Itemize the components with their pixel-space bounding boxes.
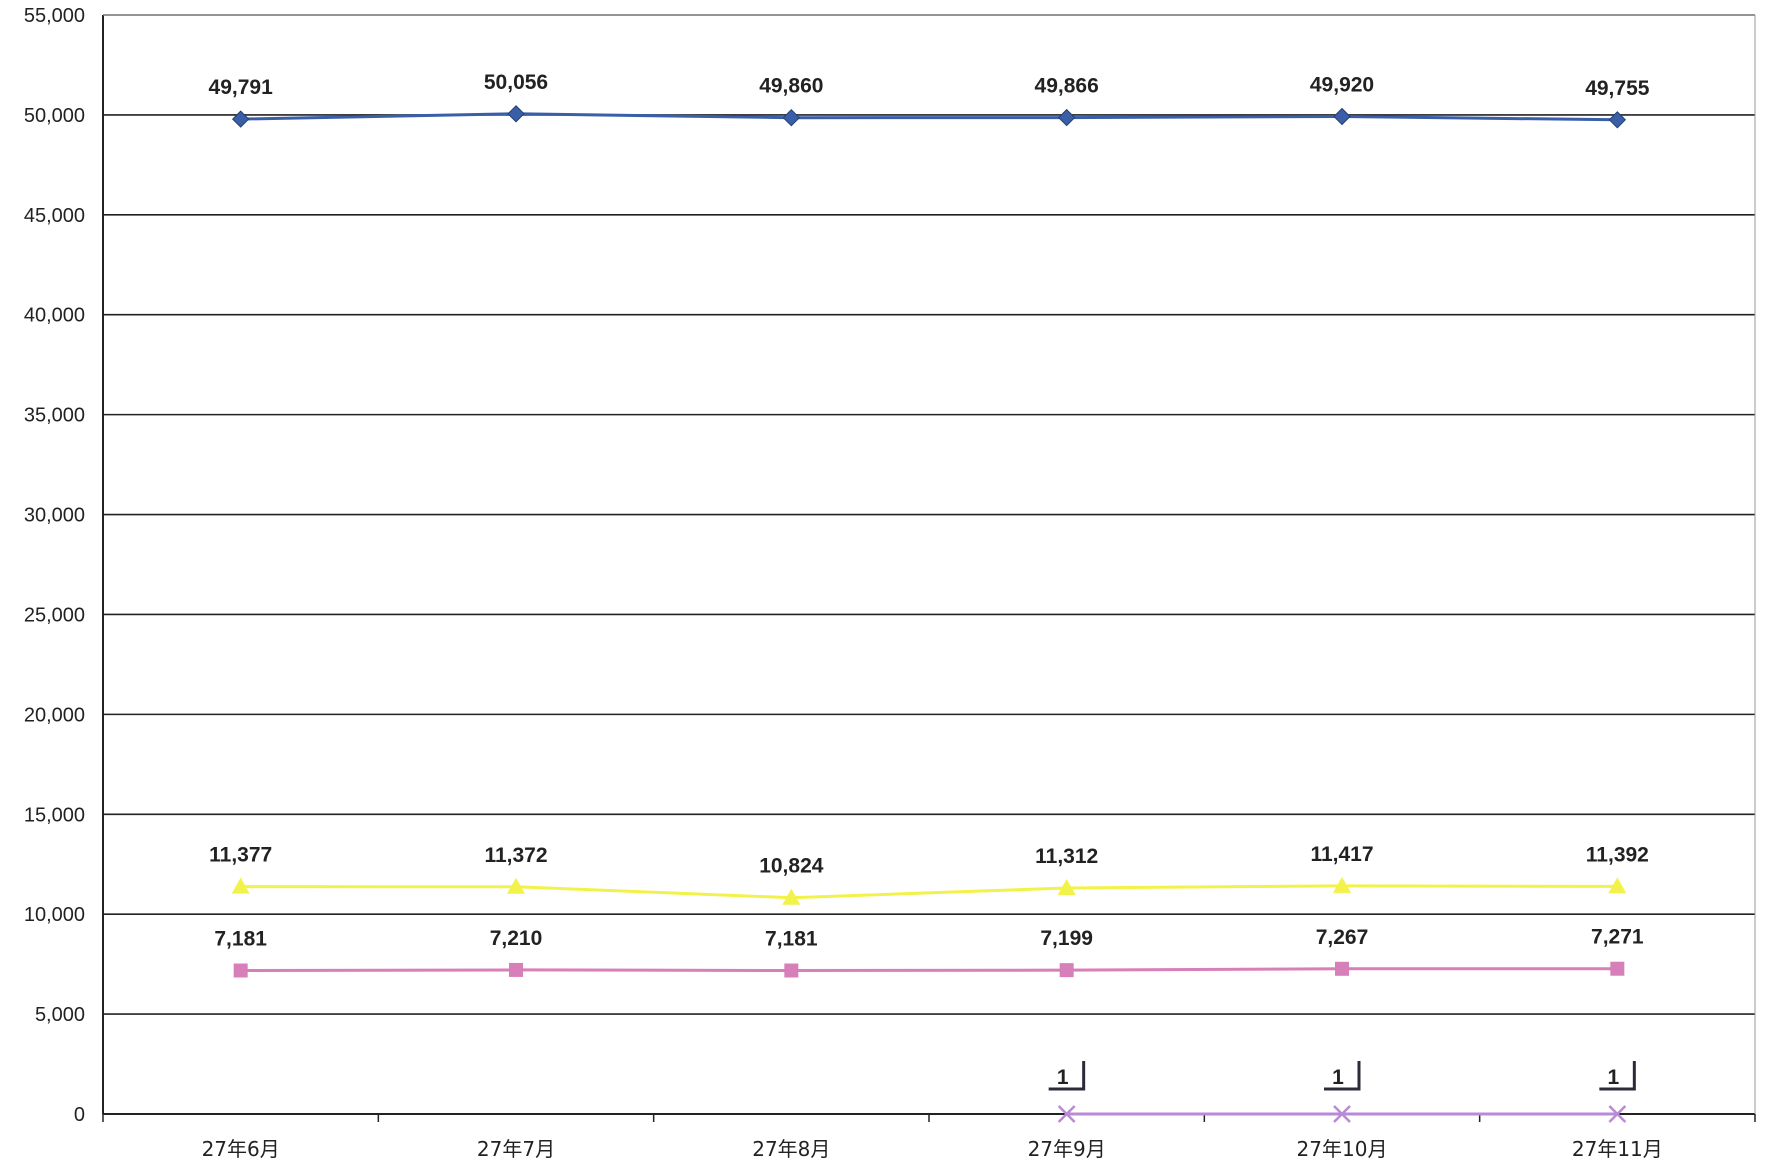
y-tick-label: 15,000 [24,804,85,826]
data-series [231,105,1627,1123]
data-label-leader [1599,1060,1636,1091]
data-point-marker [1333,107,1351,126]
data-point-marker [233,963,248,978]
data-point-marker [782,108,801,127]
x-tick-label: 27年10月 [1297,1137,1388,1161]
data-label: 7,181 [765,928,818,951]
x-tick-label: 27年6月 [202,1137,280,1161]
plot-area [103,15,1755,1114]
data-label: 11,392 [1586,843,1649,866]
y-tick-label: 5,000 [35,1004,85,1026]
data-point-marker [784,963,799,978]
data-label: 7,199 [1040,927,1093,950]
series-line [240,884,1618,900]
y-tick-label: 10,000 [24,904,85,926]
data-label: 49,920 [1310,74,1374,97]
data-label: 11,372 [484,844,547,867]
y-tick-label: 50,000 [24,105,85,127]
y-axis-tick-labels: 0 5,000 10,000 15,000 20,000 25,000 30,000 35,0… [24,5,85,1126]
data-label: 1 [1607,1066,1619,1089]
data-point-marker [507,105,525,123]
x-tick-label: 27年8月 [752,1137,830,1161]
y-tick-label: 35,000 [24,405,85,427]
data-label: 7,181 [214,928,267,951]
data-label: 49,860 [759,75,823,98]
data-label: 7,210 [490,927,543,950]
x-tick-label: 27年11月 [1572,1137,1663,1161]
data-label-leader [1048,1060,1086,1091]
y-tick-label: 20,000 [24,704,85,726]
x-tick-label: 27年7月 [477,1137,555,1161]
data-label-leader [1324,1060,1361,1091]
data-label: 11,312 [1035,845,1098,868]
y-tick-label: 0 [74,1104,85,1126]
data-point-marker [231,877,250,894]
data-point-marker [1608,1105,1627,1123]
data-label: 1 [1332,1066,1344,1089]
data-label: 7,267 [1316,926,1369,949]
data-point-marker [782,888,801,905]
data-point-marker [1608,111,1627,129]
data-label: 49,866 [1035,75,1099,98]
data-point-marker [1057,1105,1076,1123]
data-point-marker [507,877,525,894]
series-line [240,112,1618,122]
y-tick-label: 40,000 [24,305,85,327]
data-point-marker [1059,963,1074,978]
data-point-marker [1335,961,1349,976]
x-tick-label: 27年9月 [1028,1137,1106,1161]
data-point-marker [1057,878,1076,895]
y-tick-label: 25,000 [24,604,85,626]
series-line [240,967,1618,973]
data-point-marker [1333,1105,1351,1123]
y-tick-label: 55,000 [24,5,85,27]
data-point-marker [1333,876,1351,893]
data-label: 49,755 [1585,77,1650,100]
y-tick-label: 45,000 [24,205,85,227]
data-label: 50,056 [484,71,548,94]
data-label: 10,824 [759,855,824,878]
data-label: 49,791 [209,76,274,99]
x-axis-tick-labels: 27年6月 27年7月 27年8月 27年9月 27年10月 27年11月 [202,1137,1663,1161]
data-point-marker [1610,961,1625,976]
data-labels: 49,791 50,056 49,860 49,866 49,920 49,755 11,3… [209,71,1650,1091]
data-point-marker [1608,877,1627,894]
data-point-marker [509,962,523,977]
data-label: 11,417 [1310,843,1373,866]
data-label: 7,271 [1591,926,1644,949]
y-tick-label: 30,000 [24,505,85,527]
data-label: 1 [1057,1066,1069,1089]
data-point-marker [1057,108,1076,127]
data-point-marker [231,110,250,128]
data-label: 11,377 [209,844,272,867]
